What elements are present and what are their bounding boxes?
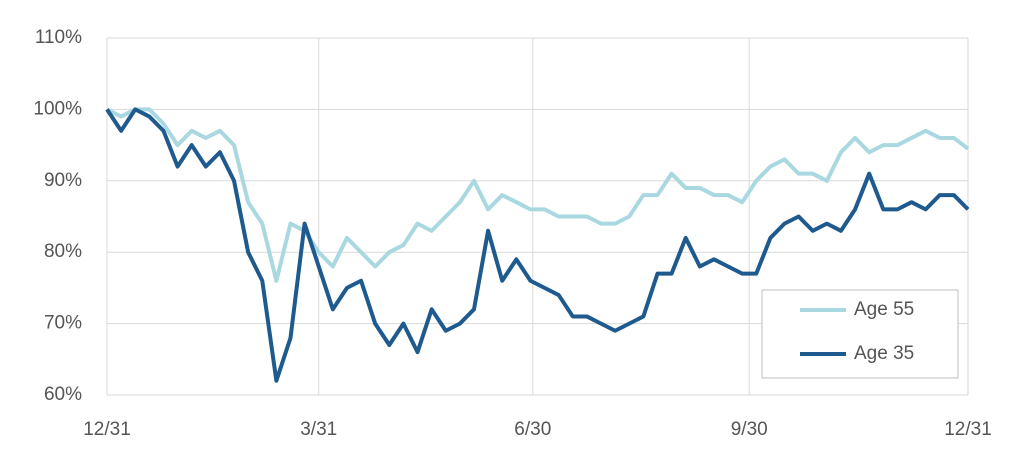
y-tick-label: 90% [44, 170, 82, 191]
series-line [106, 107, 970, 283]
y-tick-label: 70% [44, 313, 82, 334]
legend-label: Age 35 [854, 343, 914, 364]
y-tick-label: 60% [44, 384, 82, 405]
x-tick-label: 12/31 [944, 419, 992, 440]
x-tick-label: 12/31 [83, 419, 131, 440]
x-tick-label: 6/30 [514, 419, 551, 440]
y-tick-label: 100% [33, 98, 82, 119]
legend-box [761, 289, 959, 379]
series-line [105, 107, 970, 383]
y-tick-label: 80% [44, 241, 82, 262]
x-tick-label: 3/31 [300, 419, 337, 440]
y-tick-label: 110% [35, 27, 82, 48]
legend-label: Age 55 [854, 299, 914, 320]
x-tick-label: 9/30 [731, 419, 768, 440]
